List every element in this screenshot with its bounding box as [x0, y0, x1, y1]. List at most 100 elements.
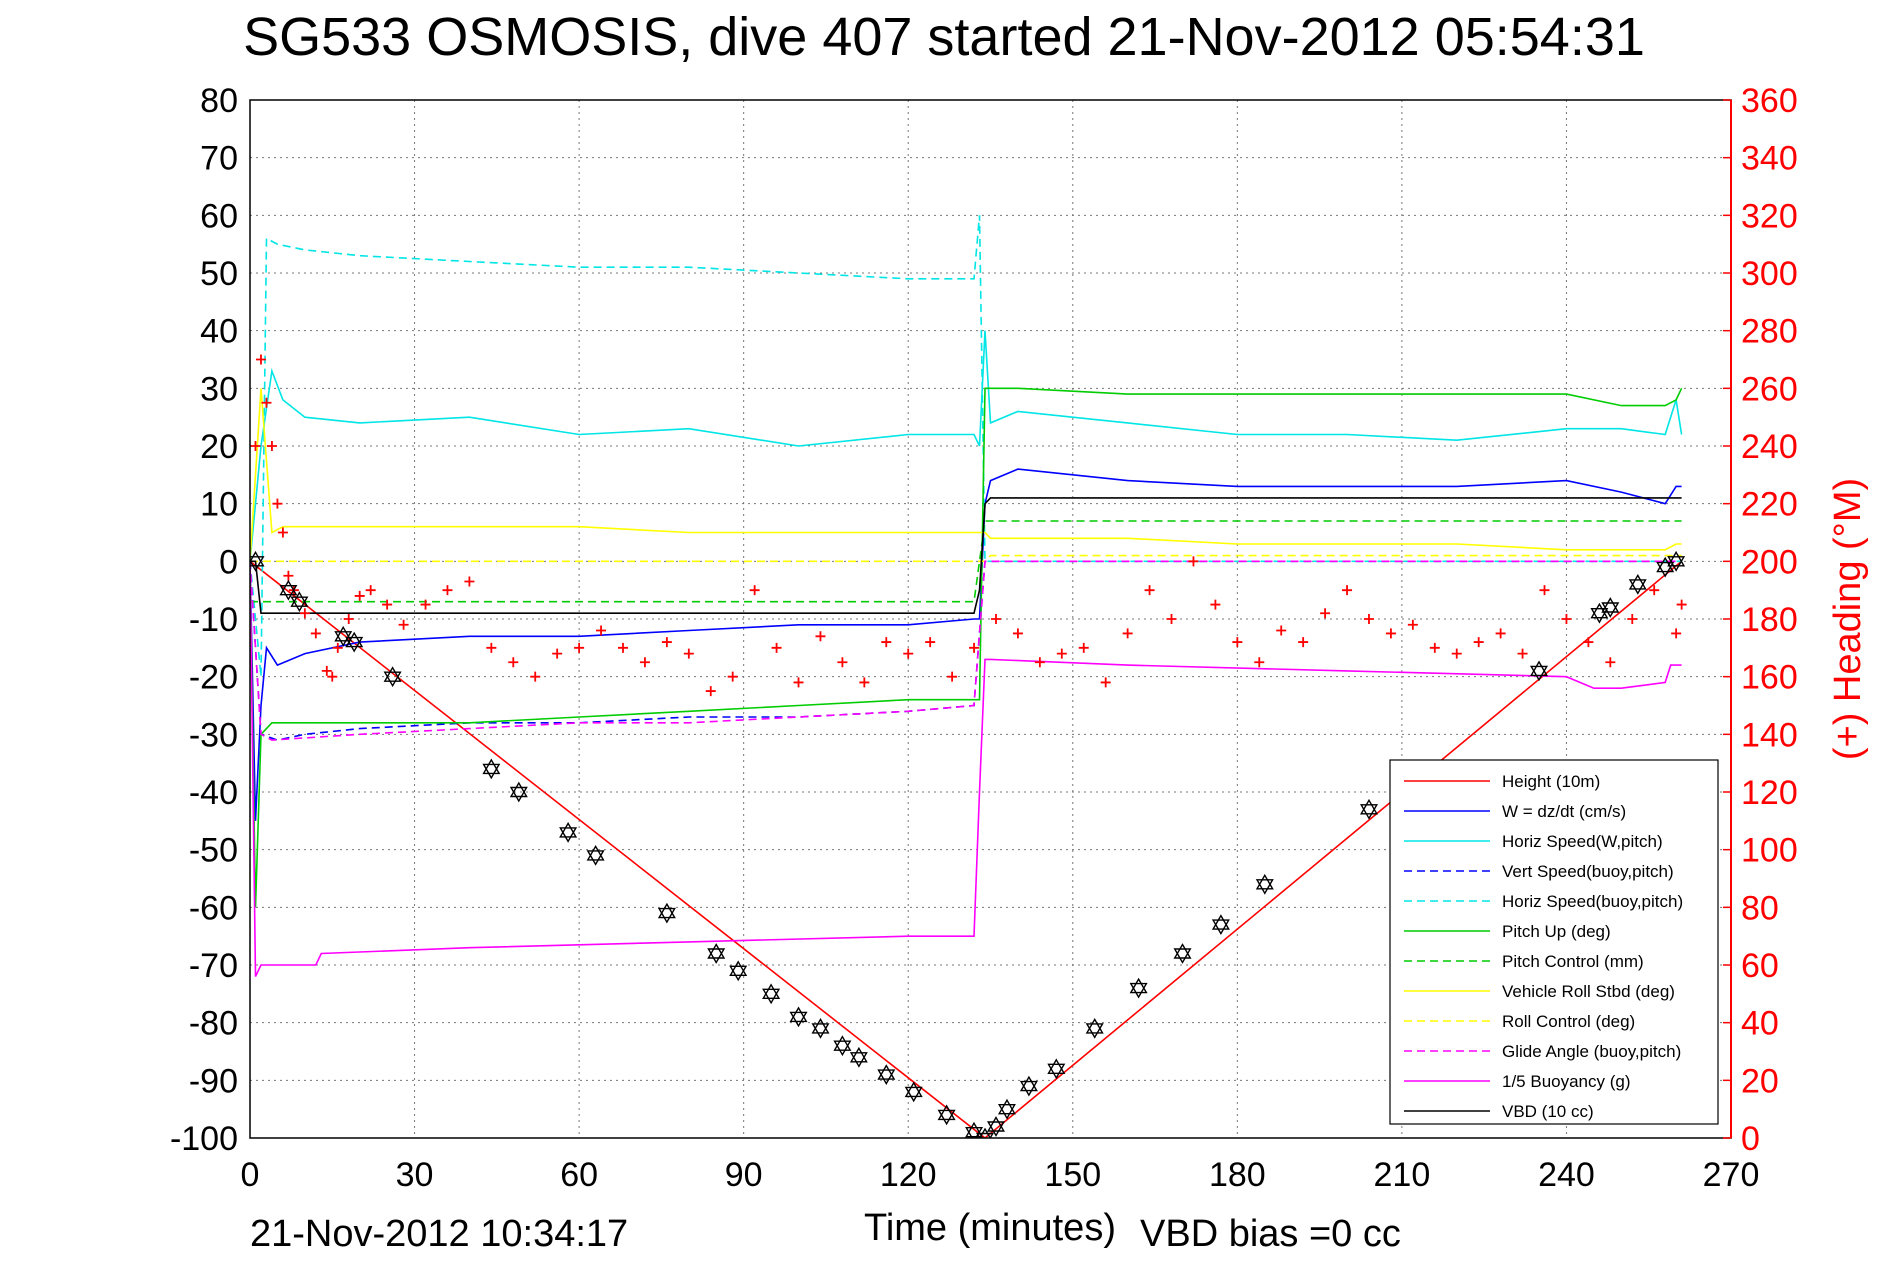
y2-tick-label: 240: [1741, 428, 1798, 466]
y2-tick-label: 320: [1741, 197, 1798, 235]
y-tick-label: 60: [200, 197, 238, 235]
heading-point: [277, 527, 288, 538]
x-tick-label: 270: [1703, 1156, 1760, 1194]
x-axis-ticks: 0 30 60 90 120 150 180 210 240 270: [241, 1156, 1760, 1194]
heading-point: [1583, 637, 1594, 648]
height-marker: [290, 591, 309, 613]
series-line-4: [250, 215, 1682, 677]
height-marker: [729, 960, 748, 982]
y-tick-label: -60: [189, 889, 238, 927]
heading-layer: [250, 354, 1687, 697]
height-marker: [1173, 943, 1192, 964]
heading-point: [815, 631, 826, 642]
heading-point: [382, 599, 393, 610]
heading-point: [1166, 614, 1177, 624]
series-line-0: [250, 560, 1683, 1138]
x-tick-label: 180: [1209, 1156, 1266, 1194]
y2-tick-label: 160: [1741, 659, 1798, 697]
heading-point: [1056, 648, 1067, 659]
height-marker: [1211, 914, 1230, 935]
heading-point: [343, 614, 354, 624]
heading-point: [420, 599, 431, 610]
y-tick-label: -30: [189, 716, 238, 754]
heading-point: [365, 585, 376, 596]
heading-point: [1407, 619, 1418, 630]
height-marker: [975, 1127, 995, 1138]
y2-axis-ticks: 3603403203002802602402202001801601401201…: [1723, 82, 1798, 1158]
heading-point: [442, 585, 453, 596]
legend-label: Vert Speed(buoy,pitch): [1502, 862, 1674, 881]
heading-point: [552, 648, 563, 659]
height-marker: [1255, 873, 1274, 895]
y-tick-label: 80: [200, 82, 238, 120]
height-marker: [1019, 1075, 1038, 1097]
footer-vbd-bias: VBD bias =0 cc: [1140, 1213, 1401, 1255]
x-tick-label: 30: [396, 1156, 434, 1194]
height-marker: [904, 1081, 923, 1103]
heading-point: [881, 637, 892, 648]
heading-point: [464, 576, 475, 587]
height-marker: [986, 1116, 1006, 1137]
y-tick-label: -50: [189, 832, 238, 870]
y2-tick-label: 80: [1741, 889, 1779, 927]
heading-point: [749, 585, 760, 596]
legend-label: Roll Control (deg): [1502, 1012, 1635, 1031]
legend-label: Glide Angle (buoy,pitch): [1502, 1042, 1681, 1061]
heading-point: [837, 657, 848, 668]
heading-point: [255, 354, 266, 365]
heading-point: [261, 397, 272, 408]
legend: Height (10m) W = dz/dt (cm/s) Horiz Speed(…: [1389, 759, 1719, 1125]
heading-point: [1451, 648, 1462, 659]
height-marker: [559, 822, 578, 843]
y-tick-label: 20: [200, 428, 238, 466]
height-marker: [657, 902, 676, 924]
y2-tick-label: 140: [1741, 716, 1798, 754]
y2-tick-label: 120: [1741, 774, 1798, 812]
y2-tick-label: 0: [1741, 1120, 1760, 1158]
heading-point: [250, 441, 261, 451]
heading-point: [661, 637, 672, 648]
height-marker: [762, 983, 781, 1005]
x-tick-label: 210: [1374, 1156, 1431, 1194]
height-marker: [811, 1018, 830, 1039]
heading-point: [1034, 657, 1045, 668]
series-line-11: [250, 497, 1682, 615]
y2-tick-label: 340: [1741, 140, 1798, 178]
heading-point: [1539, 585, 1550, 596]
heading-point: [574, 642, 585, 653]
y-tick-label: -80: [189, 1005, 238, 1043]
height-marker: [1047, 1058, 1066, 1080]
heading-point: [1100, 677, 1111, 688]
series-line-7: [250, 388, 1682, 562]
x-tick-label: 120: [880, 1156, 937, 1194]
y-tick-label: 40: [200, 313, 238, 351]
y-tick-label: -40: [189, 774, 238, 812]
height-marker: [1667, 550, 1686, 572]
y-tick-label: -90: [189, 1062, 238, 1100]
heading-point: [1298, 637, 1309, 648]
heading-point: [1605, 657, 1616, 668]
y2-axis-label: (+) Heading (°M): [1827, 478, 1869, 760]
legend-label: Height (10m): [1502, 772, 1600, 791]
y-tick-label: -70: [189, 947, 238, 985]
y-tick-label: -100: [170, 1120, 238, 1158]
heading-point: [1473, 637, 1484, 648]
y-tick-label: 50: [200, 255, 238, 293]
y2-tick-label: 60: [1741, 947, 1779, 985]
heading-point: [354, 590, 365, 601]
y2-tick-label: 220: [1741, 486, 1798, 524]
height-marker: [1085, 1018, 1104, 1039]
legend-box: [1389, 759, 1719, 1125]
x-axis-label: Time (minutes): [864, 1207, 1116, 1249]
y2-tick-label: 180: [1741, 601, 1798, 639]
heading-point: [705, 686, 716, 697]
y-tick-label: -10: [189, 601, 238, 639]
heading-point: [398, 619, 409, 630]
y2-tick-label: 40: [1741, 1005, 1779, 1043]
y-tick-label: 10: [200, 486, 238, 524]
y2-tick-label: 100: [1741, 832, 1798, 870]
heading-point: [1188, 556, 1199, 567]
height-marker: [345, 631, 364, 653]
height-marker: [707, 943, 726, 964]
